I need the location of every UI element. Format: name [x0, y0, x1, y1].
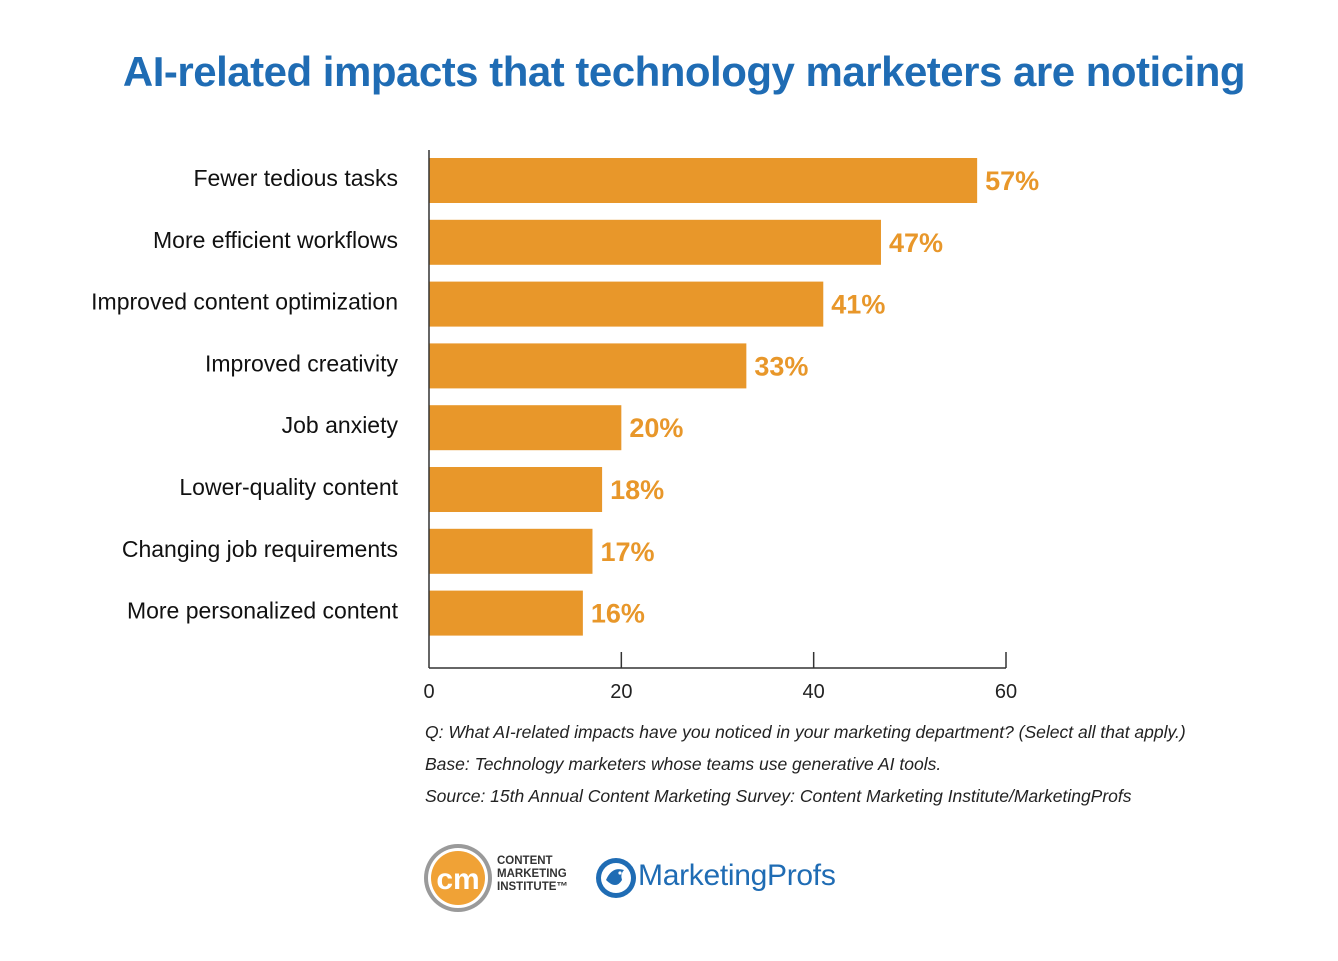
bar: [429, 219, 881, 265]
data-label: 33%: [754, 351, 808, 381]
marketingprofs-logo-text: MarketingProfs: [638, 859, 836, 892]
data-label: 17%: [600, 537, 654, 567]
data-label: 41%: [831, 290, 885, 320]
category-label: Improved creativity: [205, 350, 399, 376]
x-tick-label: 40: [803, 681, 825, 703]
cmi-line2: MARKETING: [497, 868, 567, 880]
marketingprofs-bird-icon: [596, 858, 636, 898]
bar: [429, 158, 978, 203]
category-label: Improved content optimization: [91, 289, 398, 315]
data-label: 16%: [591, 599, 645, 629]
category-label: Changing job requirements: [122, 536, 398, 562]
cmi-logo-text: CONTENT MARKETING INSTITUTE™: [497, 855, 568, 894]
cmi-line3: INSTITUTE™: [497, 881, 568, 893]
bar: [429, 281, 824, 327]
category-label: More personalized content: [127, 598, 399, 624]
note-base: Base: Technology marketers whose teams u…: [425, 754, 942, 774]
category-label: Job anxiety: [282, 412, 399, 438]
data-label: 57%: [985, 166, 1039, 196]
x-tick-label: 0: [423, 681, 434, 703]
x-tick-label: 60: [995, 681, 1017, 703]
data-label: 47%: [889, 228, 943, 258]
category-label: More efficient workflows: [153, 227, 398, 253]
category-label: Lower-quality content: [179, 474, 398, 500]
chart-notes: Q: What AI-related impacts have you noti…: [425, 722, 1186, 818]
bar: [429, 590, 583, 636]
bar: [429, 343, 747, 389]
chart-title: AI-related impacts that technology marke…: [122, 48, 1246, 95]
note-source: Source: 15th Annual Content Marketing Su…: [425, 786, 1132, 806]
cmi-logo-icon: cm: [424, 844, 492, 912]
note-question: Q: What AI-related impacts have you noti…: [425, 722, 1186, 742]
x-tick-label: 20: [610, 681, 632, 703]
data-label: 20%: [629, 413, 683, 443]
cmi-line1: CONTENT: [497, 855, 553, 867]
cmi-logo-mark: cm: [436, 863, 479, 896]
data-label: 18%: [610, 475, 664, 505]
category-label: Fewer tedious tasks: [193, 165, 398, 191]
bar: [429, 405, 622, 451]
bar: [429, 467, 603, 512]
bar: [429, 528, 593, 574]
logos: cm CONTENT MARKETING INSTITUTE™ Marketin…: [422, 841, 852, 921]
